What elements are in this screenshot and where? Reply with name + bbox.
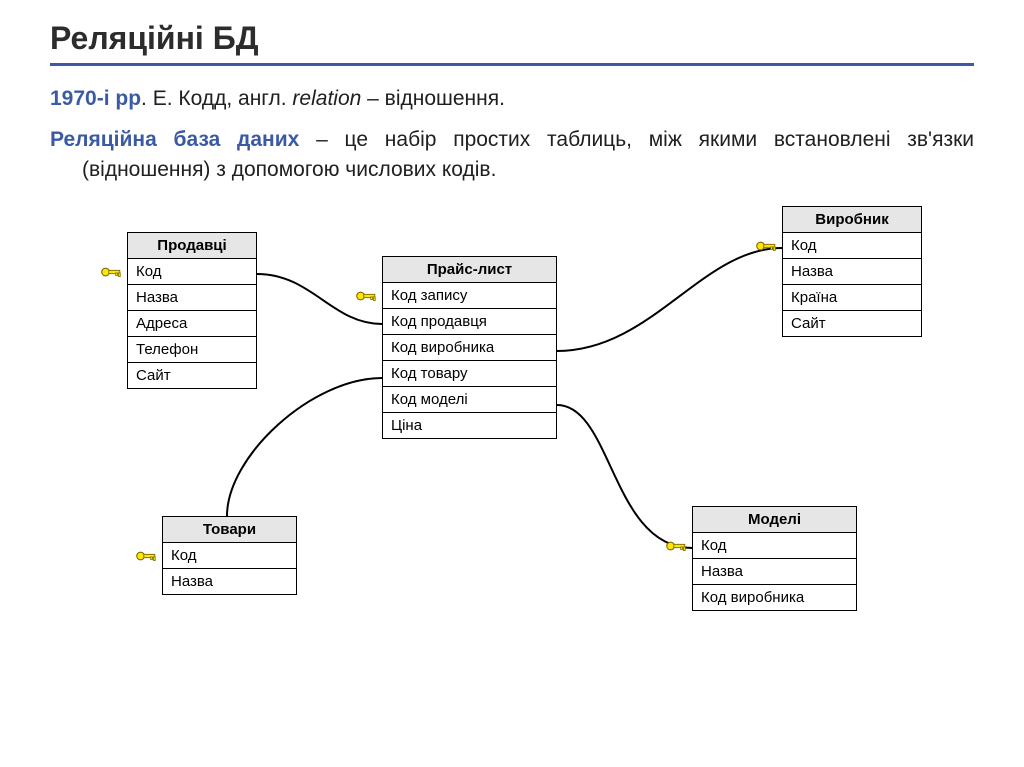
er-diagram: ПродавціКодНазваАдресаТелефонСайт Прайс-… [52, 196, 972, 696]
entity-field: Код товару [383, 361, 556, 387]
entity-models: МоделіКодНазваКод виробника [692, 506, 857, 611]
intro-para-1: 1970-і рр. Е. Кодд, англ. relation – від… [50, 84, 974, 113]
connector [227, 378, 382, 516]
para1-italic: relation [292, 87, 361, 110]
connector [557, 248, 782, 351]
entity-field: Телефон [128, 337, 256, 363]
entity-sellers: ПродавціКодНазваАдресаТелефонСайт [127, 232, 257, 389]
entity-field: Код [783, 233, 921, 259]
para1-emph: 1970-і рр [50, 87, 141, 110]
entity-header: Продавці [128, 233, 256, 259]
key-icon [356, 289, 378, 303]
entity-header: Товари [163, 517, 296, 543]
entity-field: Країна [783, 285, 921, 311]
para1-rest: . Е. Кодд, англ. [141, 87, 292, 110]
entity-field: Назва [163, 569, 296, 594]
entity-field: Код продавця [383, 309, 556, 335]
entity-field: Ціна [383, 413, 556, 438]
entity-field: Назва [128, 285, 256, 311]
title-rule [50, 63, 974, 66]
entity-maker: ВиробникКодНазваКраїнаСайт [782, 206, 922, 337]
key-icon [756, 239, 778, 253]
entity-field: Адреса [128, 311, 256, 337]
entity-field: Назва [783, 259, 921, 285]
entity-field: Код виробника [383, 335, 556, 361]
para1-tail: – відношення. [361, 87, 505, 110]
entity-field: Сайт [783, 311, 921, 336]
entity-field: Сайт [128, 363, 256, 388]
entity-header: Моделі [693, 507, 856, 533]
connector [557, 405, 692, 548]
intro-para-2: Реляційна база даних – це набір простих … [50, 125, 974, 184]
entity-price: Прайс-листКод записуКод продавцяКод виро… [382, 256, 557, 439]
entity-field: Код [693, 533, 856, 559]
entity-header: Виробник [783, 207, 921, 233]
key-icon [101, 265, 123, 279]
entity-header: Прайс-лист [383, 257, 556, 283]
entity-field: Код запису [383, 283, 556, 309]
entity-field: Код моделі [383, 387, 556, 413]
entity-field: Код [128, 259, 256, 285]
entity-field: Назва [693, 559, 856, 585]
para2-emph: Реляційна база даних [50, 128, 299, 151]
entity-field: Код виробника [693, 585, 856, 610]
key-icon [136, 549, 158, 563]
key-icon [666, 539, 688, 553]
entity-goods: ТовариКодНазва [162, 516, 297, 595]
entity-field: Код [163, 543, 296, 569]
page-title: Реляційні БД [50, 20, 974, 57]
